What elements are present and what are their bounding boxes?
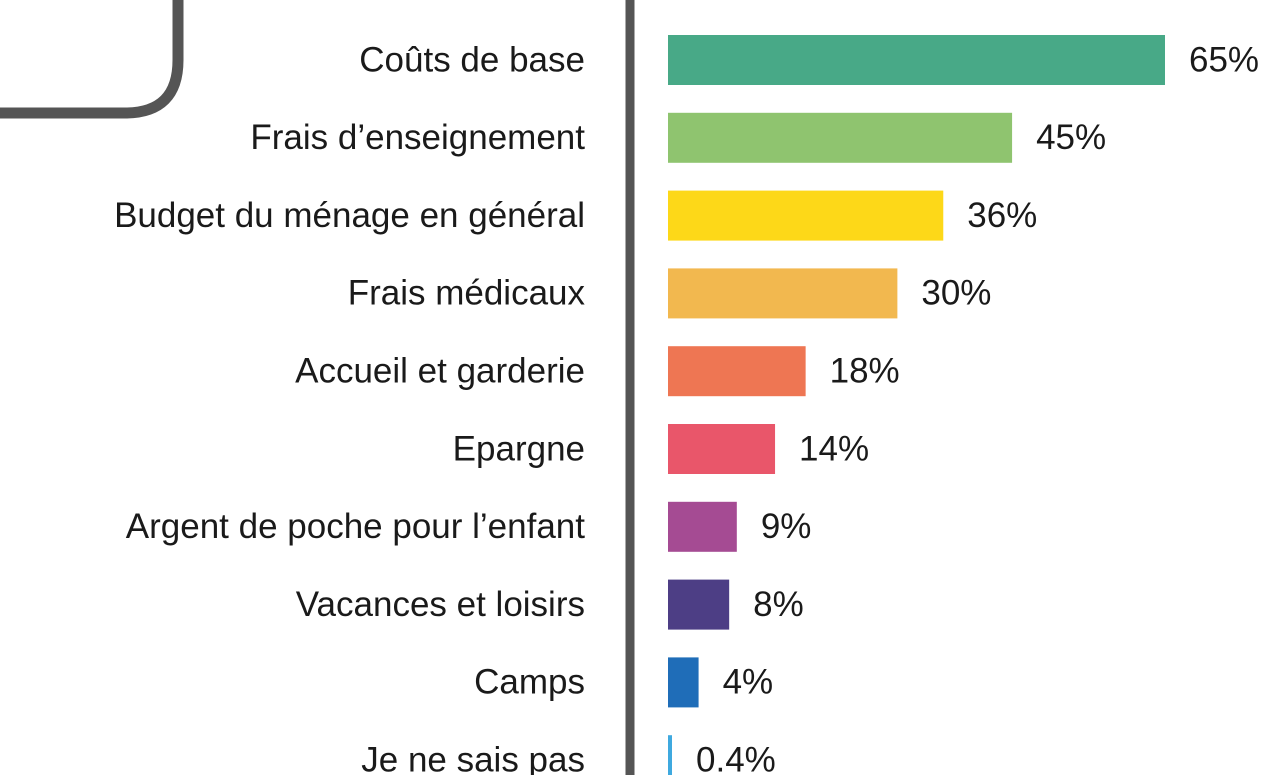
bar	[668, 424, 776, 474]
value-label: 36%	[967, 196, 1037, 235]
bar	[668, 657, 699, 708]
value-label: 8%	[753, 585, 804, 624]
category-label: Je ne sais pas	[361, 740, 585, 775]
value-label: 30%	[921, 274, 991, 313]
bar	[668, 35, 1165, 85]
bar	[668, 346, 806, 397]
category-label: Frais d’enseignement	[250, 118, 585, 157]
category-label: Coûts de base	[359, 40, 585, 79]
bar	[668, 579, 730, 630]
category-label: Vacances et loisirs	[296, 585, 585, 624]
bar	[668, 735, 672, 775]
decor-corner	[0, 0, 184, 119]
bar	[668, 268, 898, 319]
bar	[668, 501, 737, 552]
category-label: Argent de poche pour l’enfant	[126, 507, 585, 546]
value-label: 0.4%	[696, 740, 776, 775]
value-label: 4%	[723, 663, 774, 702]
value-label: 65%	[1189, 40, 1259, 79]
category-label: Frais médicaux	[348, 274, 586, 313]
value-label: 45%	[1036, 118, 1106, 157]
category-label: Epargne	[453, 429, 585, 468]
category-label: Accueil et garderie	[295, 351, 585, 390]
value-label: 9%	[761, 507, 812, 546]
value-label: 14%	[799, 429, 869, 468]
category-label: Camps	[474, 663, 585, 702]
bar	[668, 190, 944, 241]
value-label: 18%	[830, 351, 900, 390]
bar	[668, 112, 1013, 163]
category-label: Budget du ménage en général	[114, 196, 585, 235]
